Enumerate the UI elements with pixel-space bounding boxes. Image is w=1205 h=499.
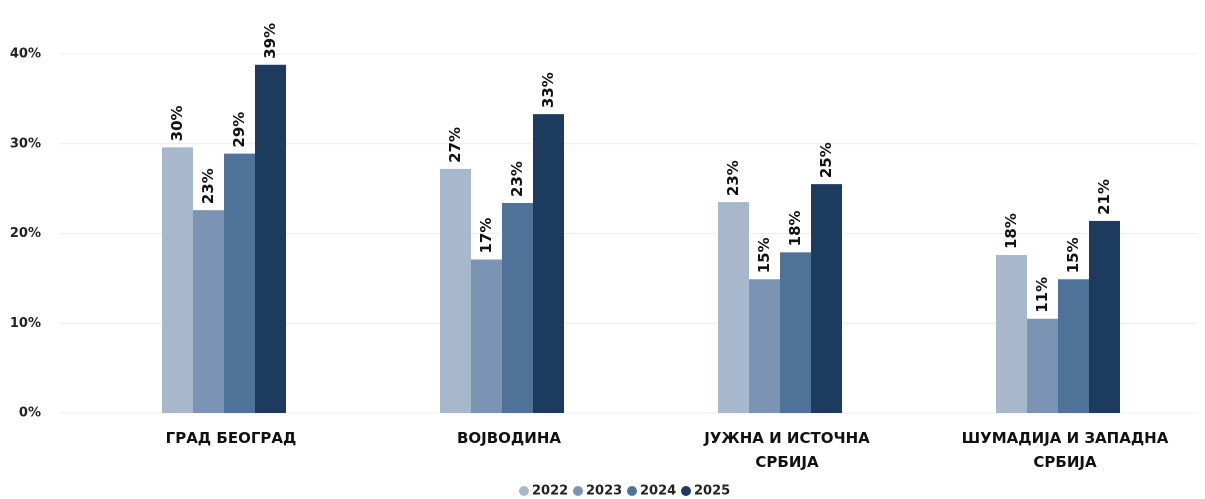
x-tick-label: ГРАД БЕОГРАД — [165, 429, 297, 447]
data-label: 17% — [477, 218, 495, 254]
legend-marker — [573, 486, 583, 496]
data-label: 29% — [230, 112, 248, 148]
data-label: 27% — [446, 127, 464, 163]
data-label: 18% — [1002, 213, 1020, 249]
bar — [811, 184, 842, 413]
bar — [1027, 318, 1058, 413]
bar — [255, 64, 286, 414]
y-tick-label: 10% — [10, 316, 41, 331]
legend-label: 2024 — [640, 484, 676, 499]
data-label: 33% — [539, 72, 557, 108]
y-tick-label: 30% — [10, 136, 41, 151]
data-label: 30% — [168, 105, 186, 141]
bar — [440, 168, 471, 413]
x-tick-label: ВОЈВОДИНА — [456, 429, 562, 447]
data-label: 11% — [1033, 277, 1051, 313]
x-tick-label: ШУМАДИЈА И ЗАПАДНА СРБИЈА — [961, 429, 1169, 471]
data-label: 15% — [1064, 237, 1082, 273]
data-label: 23% — [724, 160, 742, 196]
data-label: 21% — [1095, 179, 1113, 215]
bar — [224, 153, 255, 413]
legend-label: 2022 — [532, 484, 568, 499]
x-tick-label: ЈУЖНА И ИСТОЧНА СРБИЈА — [704, 429, 870, 471]
data-label: 23% — [508, 161, 526, 197]
legend-label: 2025 — [694, 484, 730, 499]
bar — [1089, 220, 1120, 413]
data-label: 18% — [786, 210, 804, 246]
bar — [718, 202, 749, 413]
y-tick-label: 0% — [19, 406, 41, 421]
bar — [780, 252, 811, 413]
data-label: 23% — [199, 168, 217, 204]
data-label: 39% — [261, 23, 279, 59]
legend-label: 2023 — [586, 484, 622, 499]
y-tick-label: 20% — [10, 226, 41, 241]
legend-marker — [681, 486, 691, 496]
data-label: 15% — [755, 237, 773, 273]
bar — [749, 279, 780, 413]
bar — [996, 255, 1027, 413]
bar — [533, 114, 564, 413]
legend-marker — [627, 486, 637, 496]
bar — [162, 147, 193, 413]
bar — [193, 210, 224, 413]
bar — [1058, 279, 1089, 413]
bar — [502, 202, 533, 413]
y-tick-label: 40% — [10, 47, 41, 62]
bar — [471, 259, 502, 413]
data-label: 25% — [817, 142, 835, 178]
legend-marker — [519, 486, 529, 496]
